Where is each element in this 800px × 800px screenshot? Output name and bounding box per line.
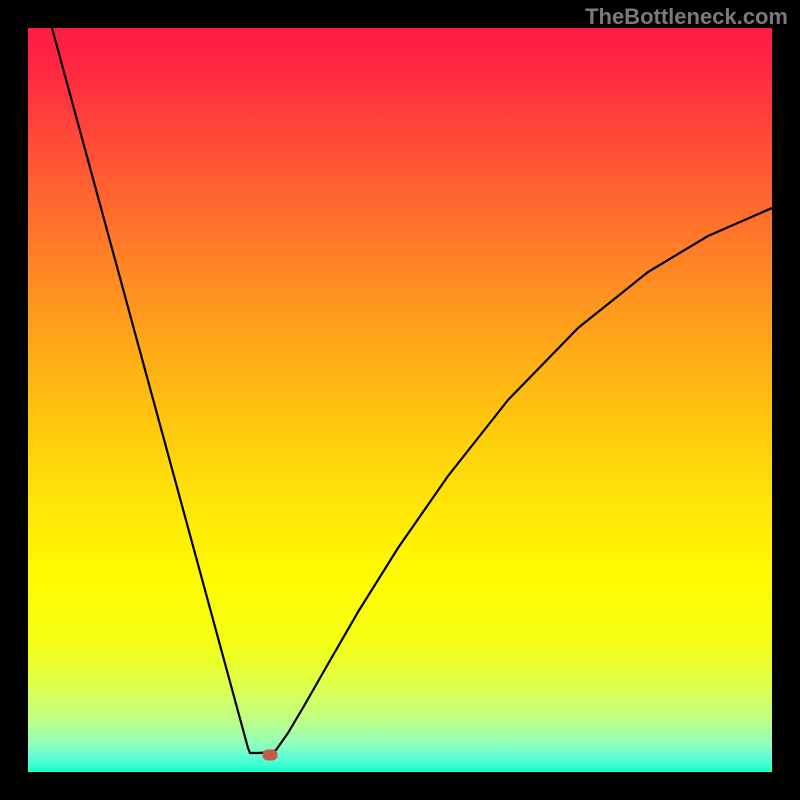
bottleneck-curve [28,28,772,772]
chart-frame: TheBottleneck.com [0,0,800,800]
plot-area [28,28,772,772]
watermark-text: TheBottleneck.com [585,4,788,30]
